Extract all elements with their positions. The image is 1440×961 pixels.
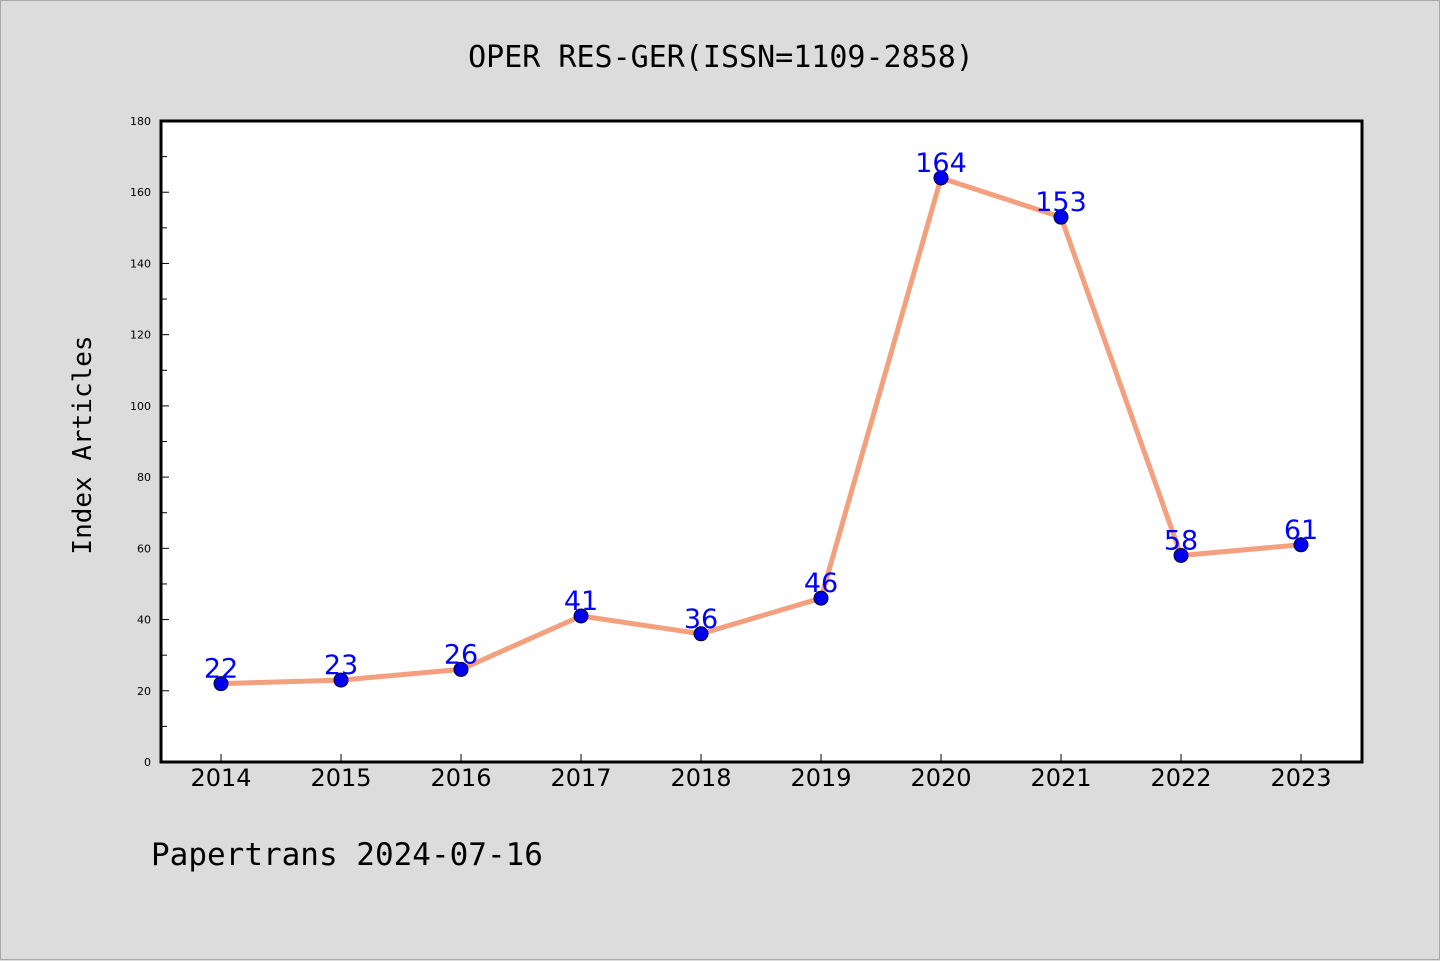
data-point-2017 — [573, 608, 589, 624]
y-tick-label-40: 40 — [137, 614, 151, 627]
data-label-2019: 46 — [804, 568, 838, 599]
data-point-2020 — [933, 170, 949, 186]
x-tick-label-2022: 2022 — [1150, 764, 1211, 792]
y-tick-label-120: 120 — [130, 329, 151, 342]
y-axis-label: Index Articles — [68, 335, 98, 554]
x-tick-label-2021: 2021 — [1030, 764, 1091, 792]
y-tick-label-100: 100 — [130, 400, 151, 413]
x-tick-label-2014: 2014 — [190, 764, 251, 792]
data-label-2014: 22 — [204, 654, 238, 685]
data-label-2023: 61 — [1284, 515, 1318, 546]
x-tick-label-2019: 2019 — [790, 764, 851, 792]
data-point-2014 — [213, 676, 229, 692]
x-axis: 2014 2015 2016 2017 2018 2019 2020 2021 2022 2023 — [190, 754, 1332, 792]
x-tick-label-2023: 2023 — [1270, 764, 1331, 792]
series-line — [218, 175, 1304, 687]
y-tick-label-20: 20 — [137, 685, 151, 698]
data-point-2015 — [333, 672, 349, 688]
data-point-2023 — [1293, 537, 1309, 553]
y-tick-label-0: 0 — [144, 756, 151, 769]
data-label-2017: 41 — [564, 586, 598, 617]
y-tick-label-160: 160 — [130, 186, 151, 199]
data-points — [213, 170, 1309, 692]
data-point-2019 — [813, 590, 829, 606]
y-tick-label-180: 180 — [130, 115, 151, 128]
data-label-2016: 26 — [444, 639, 478, 670]
x-tick-label-2017: 2017 — [550, 764, 611, 792]
data-label-2022: 58 — [1164, 525, 1198, 556]
data-point-2016 — [453, 661, 469, 677]
data-point-2018 — [693, 626, 709, 642]
series-line-group — [218, 175, 1304, 687]
x-tick-label-2018: 2018 — [670, 764, 731, 792]
chart-title: OPER RES-GER(ISSN=1109-2858) — [468, 40, 974, 75]
y-tick-label-140: 140 — [130, 257, 151, 270]
footer-credit: Papertrans 2024-07-16 — [151, 837, 543, 873]
x-tick-label-2015: 2015 — [310, 764, 371, 792]
y-tick-label-80: 80 — [137, 471, 151, 484]
plot-frame — [159, 119, 1364, 764]
x-tick-label-2020: 2020 — [910, 764, 971, 792]
x-tick-label-2016: 2016 — [430, 764, 491, 792]
data-label-2021: 153 — [1035, 187, 1087, 218]
data-label-2020: 164 — [915, 148, 967, 179]
plot-area — [161, 121, 1362, 762]
data-point-2021 — [1053, 209, 1069, 225]
data-point-2022 — [1173, 547, 1189, 563]
data-label-2018: 36 — [684, 604, 718, 635]
data-label-2015: 23 — [324, 650, 358, 681]
data-labels: 22 23 26 41 36 46 164 153 58 61 — [204, 148, 1318, 685]
y-tick-label-60: 60 — [137, 542, 151, 555]
